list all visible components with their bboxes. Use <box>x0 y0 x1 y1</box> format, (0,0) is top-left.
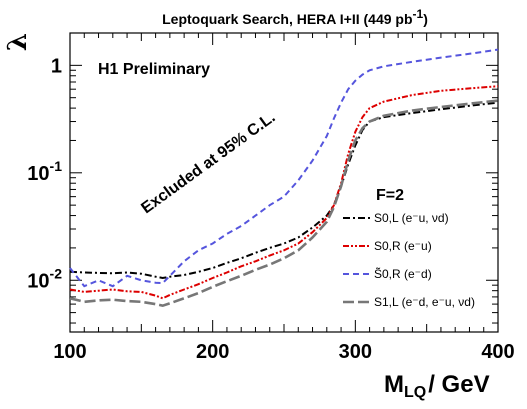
experiment-label: H1 Preliminary <box>98 61 210 78</box>
legend-entry-label: S1,L (e⁻d, e⁻u, νd) <box>374 295 475 309</box>
series-group <box>69 48 499 308</box>
x-tick-label: 200 <box>196 341 229 363</box>
y-tick-label: 10-1 <box>27 158 62 185</box>
series-line-1 <box>69 101 499 280</box>
legend-entries: S0,L (e⁻u, νd) S0,R (e⁻u) S̃0,R (e⁻d) S1,L … <box>343 211 475 309</box>
x-axis-label: MLQ/ GeV <box>384 371 490 401</box>
legend-title: F=2 <box>376 187 404 204</box>
y-tick-label: 10-2 <box>27 265 62 292</box>
series-line-4 <box>69 99 499 308</box>
excluded-label: Excluded at 95% C.L. <box>138 109 278 217</box>
legend-entry-label: S0,R (e⁻u) <box>374 239 432 253</box>
legend: F=2 S0,L (e⁻u, νd)S0,R (e⁻u)S̃0,R (e⁻d)S… <box>343 187 475 309</box>
x-tick-label: 300 <box>339 341 372 363</box>
x-tick-label: 400 <box>481 341 514 363</box>
x-tick-label: 100 <box>53 341 86 363</box>
y-axis-label: λ <box>3 33 33 51</box>
y-tick-label: 1 <box>51 55 62 77</box>
legend-entry-label: S̃0,R (e⁻d) <box>374 266 432 281</box>
axis-ticks: 100 200 300 400 10-2 10-1 1 <box>27 32 515 363</box>
legend-entry-label: S0,L (e⁻u, νd) <box>374 211 449 225</box>
chart-title: Leptoquark Search, HERA I+II (449 pb-1) <box>162 7 428 27</box>
series-line-2 <box>69 85 499 300</box>
series-line-3 <box>69 48 499 288</box>
